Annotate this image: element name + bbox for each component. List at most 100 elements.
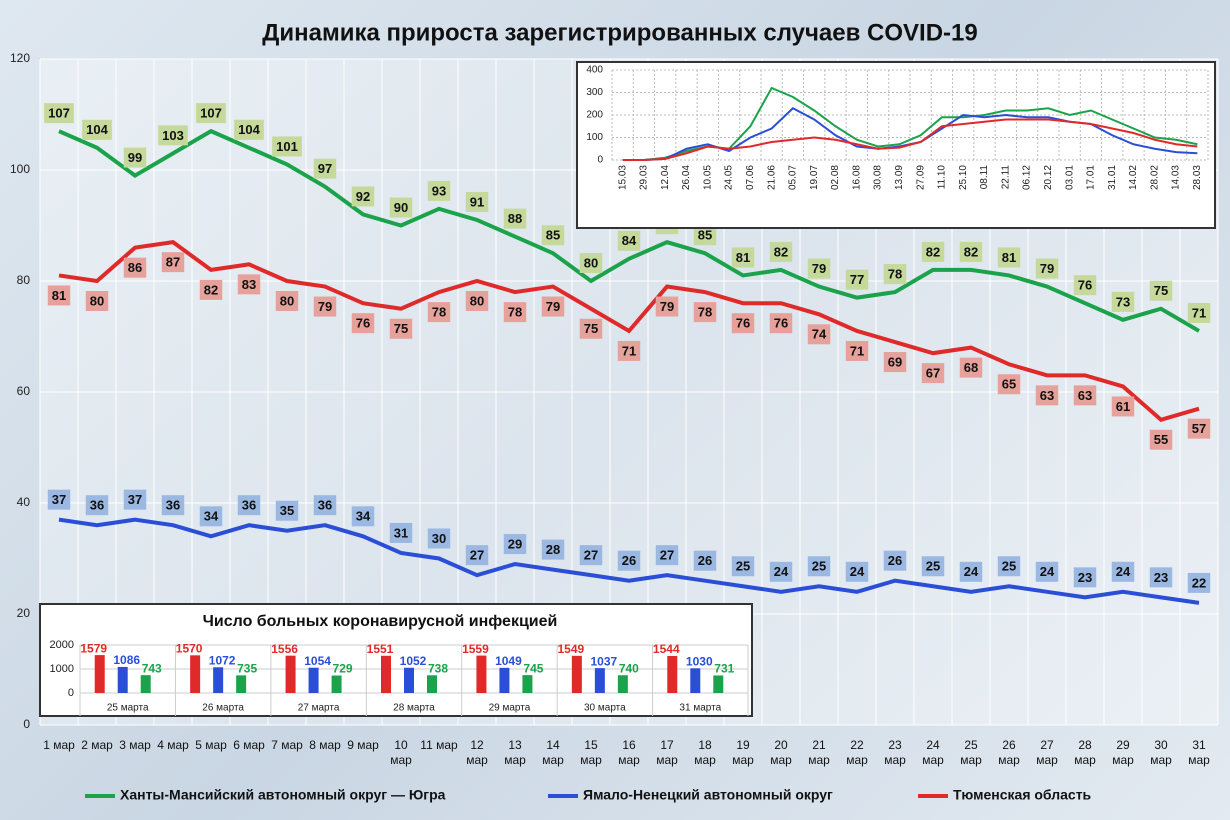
data-label: 77 xyxy=(850,272,864,287)
x-tick-label: 28 мар xyxy=(1074,738,1096,767)
data-label-box xyxy=(44,103,74,124)
data-label: 76 xyxy=(774,316,788,331)
data-label-box xyxy=(1187,572,1211,593)
data-label: 91 xyxy=(470,194,484,209)
x-tick-label: 2 мар xyxy=(81,738,113,752)
bar xyxy=(213,667,224,693)
x-tick-label: 15 мар xyxy=(580,738,602,767)
data-label: 37 xyxy=(128,492,142,507)
x-tick-label: 31 марта xyxy=(679,703,721,714)
data-label: 34 xyxy=(356,509,371,524)
data-label: 1544 xyxy=(653,642,680,656)
data-label: 738 xyxy=(428,661,448,675)
data-label: 81 xyxy=(736,250,750,265)
x-tick-label: 14.02 xyxy=(1128,165,1139,190)
bar xyxy=(690,668,701,693)
data-label-box xyxy=(1035,385,1059,406)
data-label-box xyxy=(883,550,907,571)
x-tick-label: 02.08 xyxy=(830,165,841,190)
data-label-box xyxy=(234,119,264,140)
x-tick-label: 23 мар xyxy=(884,738,906,767)
bar xyxy=(594,668,605,693)
data-label: 37 xyxy=(52,492,66,507)
data-label: 1086 xyxy=(113,653,140,667)
data-label: 83 xyxy=(242,277,256,292)
x-tick-label: 26.04 xyxy=(681,165,692,190)
bar xyxy=(117,666,128,693)
data-label: 57 xyxy=(1192,421,1206,436)
legend-label: Ямало-Ненецкий автономный округ xyxy=(583,787,833,803)
data-label-box xyxy=(1035,561,1059,582)
data-label-box xyxy=(883,352,907,373)
data-label: 29 xyxy=(508,536,522,551)
x-tick-label: 4 мар xyxy=(157,738,189,752)
data-label-box xyxy=(237,274,261,295)
series-line xyxy=(622,118,1198,161)
data-label-box xyxy=(427,180,451,201)
data-label-box xyxy=(579,545,603,566)
data-label: 76 xyxy=(1078,278,1092,293)
x-tick-label: 06.12 xyxy=(1022,165,1033,190)
x-tick-label: 27 мар xyxy=(1036,738,1058,767)
data-label: 1072 xyxy=(209,653,236,667)
data-label-box xyxy=(845,340,869,361)
data-label: 81 xyxy=(1002,250,1016,265)
data-label: 36 xyxy=(242,498,256,513)
data-label: 28 xyxy=(546,542,560,557)
data-label-box xyxy=(769,241,793,262)
x-tick-label: 15.03 xyxy=(617,165,628,190)
bar xyxy=(476,655,487,693)
y-tick-label: 100 xyxy=(586,132,603,143)
bar xyxy=(427,675,437,693)
data-label: 107 xyxy=(200,106,222,121)
bar xyxy=(331,675,342,693)
data-label: 84 xyxy=(622,233,637,248)
bar xyxy=(308,667,319,693)
data-label: 743 xyxy=(142,661,162,675)
x-tick-label: 18 мар xyxy=(694,738,716,767)
data-label: 101 xyxy=(276,139,298,154)
x-tick-label: 27.09 xyxy=(915,165,926,190)
data-label: 99 xyxy=(128,150,142,165)
data-label-box xyxy=(617,230,641,251)
y-tick-label: 120 xyxy=(10,51,30,65)
legend-label: Ханты-Мансийский автономный округ — Югра xyxy=(120,787,446,803)
data-label-box xyxy=(655,296,679,317)
legend-label: Тюменская область xyxy=(953,787,1092,803)
x-tick-label: 10 мар xyxy=(390,738,412,767)
x-tick-label: 29 мар xyxy=(1112,738,1134,767)
data-label-box xyxy=(85,291,109,311)
x-tick-label: 25.10 xyxy=(958,165,969,190)
bar xyxy=(522,675,533,693)
data-label: 1559 xyxy=(462,642,489,656)
x-tick-label: 30.08 xyxy=(873,165,884,190)
data-label: 729 xyxy=(333,662,353,676)
data-label: 80 xyxy=(90,293,104,308)
data-label-box xyxy=(693,225,717,246)
bar xyxy=(190,655,201,693)
data-label-box xyxy=(351,313,375,334)
data-label-box xyxy=(389,522,413,543)
data-label: 85 xyxy=(546,228,560,243)
data-label-box xyxy=(921,556,945,577)
data-label: 71 xyxy=(622,343,636,358)
data-label-box xyxy=(47,285,71,306)
data-label-box xyxy=(123,257,147,278)
data-label-box xyxy=(769,313,793,334)
data-label: 82 xyxy=(926,244,940,259)
data-label: 26 xyxy=(888,553,902,568)
x-tick-label: 5 мар xyxy=(195,738,227,752)
data-label: 24 xyxy=(1040,564,1055,579)
data-label-box xyxy=(85,495,109,516)
data-label: 79 xyxy=(660,299,674,314)
data-label-box xyxy=(579,318,603,339)
x-tick-label: 12 мар xyxy=(466,738,488,767)
data-label: 1549 xyxy=(558,642,585,656)
data-label-box xyxy=(579,253,603,273)
data-label-box xyxy=(921,241,945,262)
x-tick-label: 11 мар xyxy=(420,738,458,752)
data-label-box xyxy=(541,539,565,560)
data-label: 1556 xyxy=(271,642,298,656)
data-label: 63 xyxy=(1078,388,1092,403)
